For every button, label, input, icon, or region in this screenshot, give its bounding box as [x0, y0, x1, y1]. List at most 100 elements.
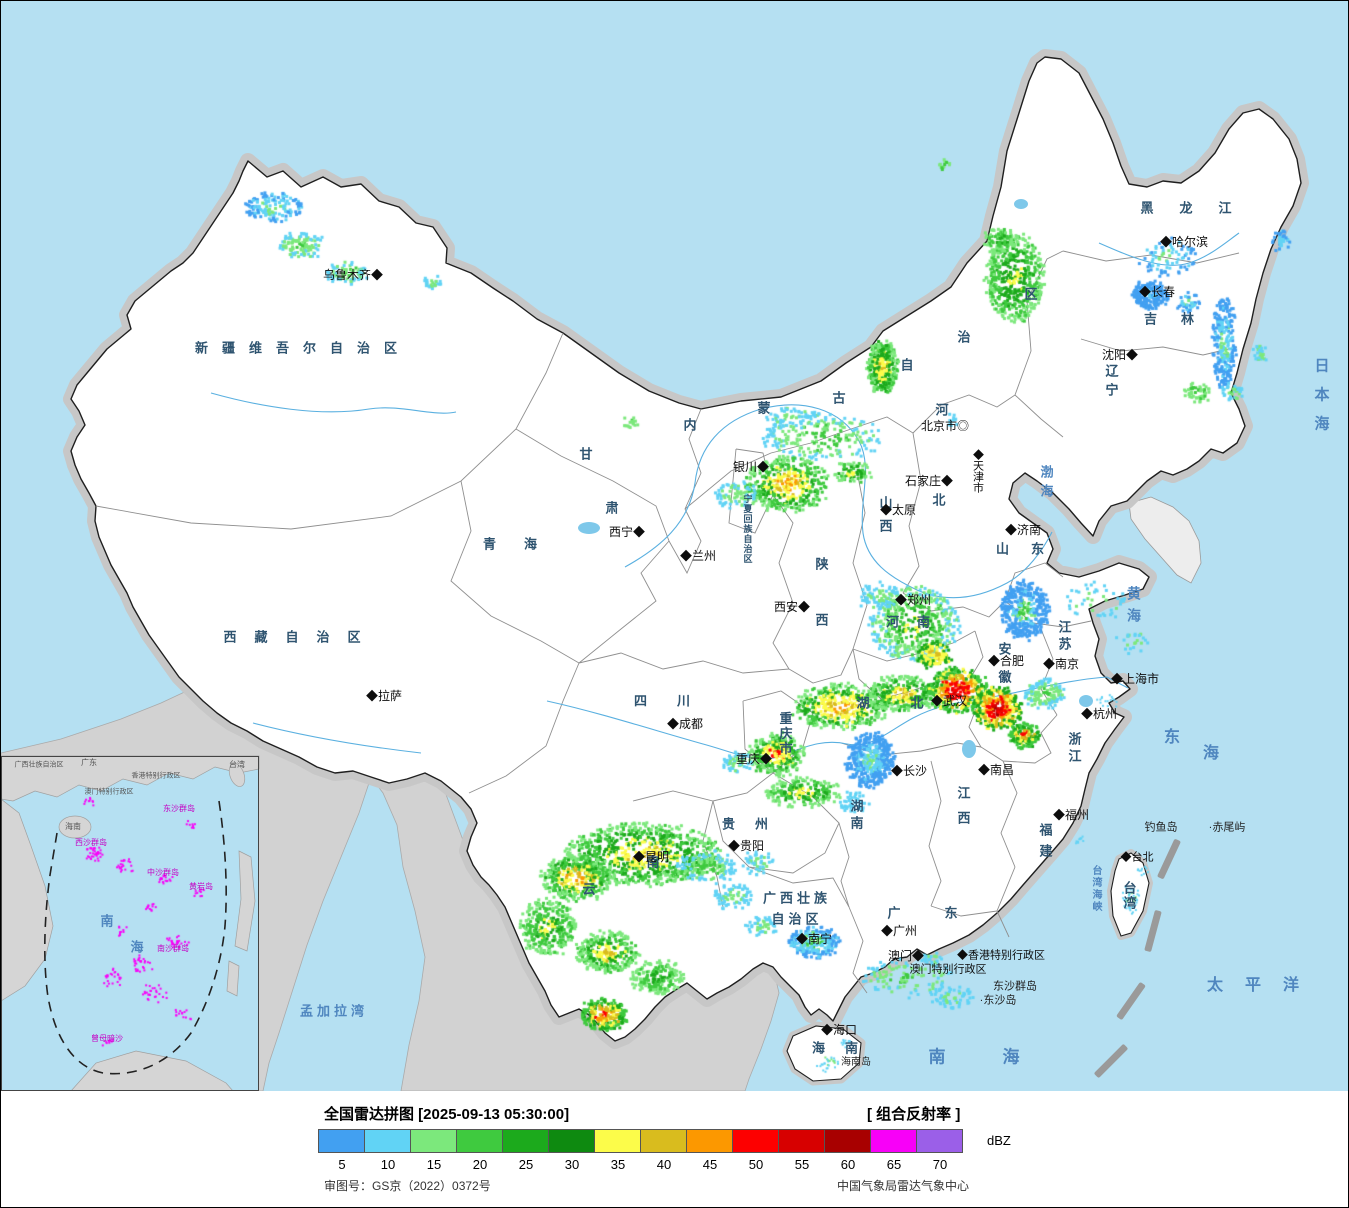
province-label: 西藏自治区 [223, 629, 379, 645]
province-label: 区 [1024, 286, 1038, 302]
city-label: ◆香港特别行政区 [957, 949, 1045, 962]
province-label: 湖南 [848, 799, 864, 833]
province-label: 江苏 [1056, 620, 1072, 654]
province-label: 宁夏回族自治区 [742, 494, 753, 564]
province-label: 治 [957, 329, 971, 345]
city-label: 银川◆ [732, 460, 770, 474]
inset-island-label: 西沙群岛 [75, 838, 107, 847]
province-label: 北 [910, 695, 924, 711]
city-label: ◆哈尔滨 [1159, 235, 1209, 249]
province-label: 新疆维吾尔自治区 [194, 340, 412, 356]
island-label: 海南岛 [841, 1057, 871, 1068]
legend-tick: 50 [748, 1157, 764, 1172]
city-label: ◆拉萨 [365, 689, 403, 703]
island-label: ·赤尾屿 [1208, 821, 1246, 834]
legend-color-cell [916, 1129, 963, 1153]
province-label: 重庆市 [777, 711, 793, 757]
legend-color-cell [456, 1129, 503, 1153]
province-label: 河南 [885, 614, 949, 630]
province-label: 肃 [605, 500, 619, 516]
legend-color-cell [824, 1129, 871, 1153]
inset-region-label: 香港特别行政区 [131, 772, 181, 780]
province-label: 黑龙江 [1140, 200, 1258, 216]
sea-label: 东 [1163, 729, 1181, 746]
legend-color-cell [870, 1129, 917, 1153]
city-label: 北京市◎ [920, 419, 970, 433]
province-label: 山西 [877, 496, 893, 542]
inset-island-label: 曾母暗沙 [91, 1034, 123, 1043]
credit: 中国气象局雷达气象中心 [837, 1179, 970, 1193]
legend-tick: 30 [564, 1157, 580, 1172]
province-label: 徽 [998, 669, 1012, 685]
inset-region-label: 广东 [81, 758, 97, 767]
province-label: 贵州 [721, 816, 789, 832]
province-label: 陕 [815, 556, 829, 572]
legend-scale-column: 70 [916, 1129, 963, 1172]
inset-island-label: 黄岩岛 [189, 882, 213, 891]
city-label: ◆合肥 [987, 654, 1025, 668]
province-label: 东 [944, 905, 958, 921]
legend-color-cell [318, 1129, 365, 1153]
legend-scale-column: 45 [686, 1129, 733, 1172]
legend-scale-column: 30 [548, 1129, 595, 1172]
city-label: ◆广州 [880, 924, 918, 938]
legend-scale-column: 55 [778, 1129, 825, 1172]
legend-color-cell [686, 1129, 733, 1153]
legend-color-cell [410, 1129, 457, 1153]
island-label: 钓鱼岛 [1144, 821, 1178, 834]
city-label: 西宁◆ [608, 525, 646, 539]
sea-label: 海 [1002, 1047, 1020, 1067]
city-label: 沈阳◆ [1101, 348, 1139, 362]
city-label: 澳门特别行政区 [909, 963, 987, 976]
city-label: ◆贵阳 [727, 839, 765, 853]
province-label: 青海 [482, 536, 566, 552]
legend-scale-column: 25 [502, 1129, 549, 1172]
sea-label: 海 [1202, 745, 1220, 762]
radar-map: 新疆维吾尔自治区 西藏自治区 青海甘肃内蒙古自治区黑龙江 吉林 辽宁河北山西 山东 河南陕西… [1, 1, 1348, 1091]
province-label: 台湾 [1121, 881, 1137, 911]
city-label: ◆南京 [1042, 657, 1080, 671]
city-label: 西安◆ [773, 600, 811, 614]
city-label: ◆上海市 [1110, 672, 1160, 686]
province-label: 南 [646, 854, 660, 870]
sea-label: 黄海 [1126, 586, 1142, 630]
legend-tick: 70 [932, 1157, 948, 1172]
legend-tick: 35 [610, 1157, 626, 1172]
legend-scale-column: 50 [732, 1129, 779, 1172]
city-label: 澳门◆ [887, 949, 925, 963]
province-label: 湖 [856, 695, 870, 711]
city-label: ◆台北 [1120, 851, 1154, 864]
inset-region-label: 台湾 [229, 760, 245, 769]
legend-color-cell [548, 1129, 595, 1153]
sea-label: 孟加拉湾 [299, 1003, 369, 1019]
inset-island-label: 中沙群岛 [147, 868, 179, 877]
color-scale: 5 10 15 20 25 30 35 40 45 50 55 60 65 70 [318, 1129, 963, 1172]
province-label: 山东 [995, 541, 1067, 557]
island-label: 东沙群岛 [993, 980, 1037, 993]
legend-tick: 45 [702, 1157, 718, 1172]
legend-color-cell [732, 1129, 779, 1153]
province-label: 云 [582, 881, 596, 897]
city-label: ◆海口 [820, 1023, 858, 1037]
legend-tick: 20 [472, 1157, 488, 1172]
city-label: ◆长春 [1138, 285, 1176, 299]
city-label: ◆昆明 [632, 850, 670, 864]
province-label: 古 [832, 390, 846, 406]
province-label: 四川 [633, 693, 721, 709]
approval-number: 审图号：GS京（2022）0372号 [324, 1179, 491, 1193]
legend-tick: 5 [338, 1157, 346, 1172]
legend-scale-column: 40 [640, 1129, 687, 1172]
city-label: ◆武汉 [930, 694, 968, 708]
map-labels: 新疆维吾尔自治区 西藏自治区 青海甘肃内蒙古自治区黑龙江 吉林 辽宁河北山西 山东 河南陕西… [1, 1, 1348, 1091]
province-label: 河 [935, 402, 949, 418]
legend-scale-column: 15 [410, 1129, 457, 1172]
province-label: 甘 [579, 446, 593, 462]
sea-label: 渤海 [1038, 465, 1054, 503]
province-label: 吉林 [1143, 311, 1219, 327]
legend-tick: 55 [794, 1157, 810, 1172]
sea-label: 日本海 [1312, 357, 1330, 445]
legend-color-cell [502, 1129, 549, 1153]
province-label: 广西壮族 [762, 890, 832, 906]
legend-scale-column: 65 [870, 1129, 917, 1172]
